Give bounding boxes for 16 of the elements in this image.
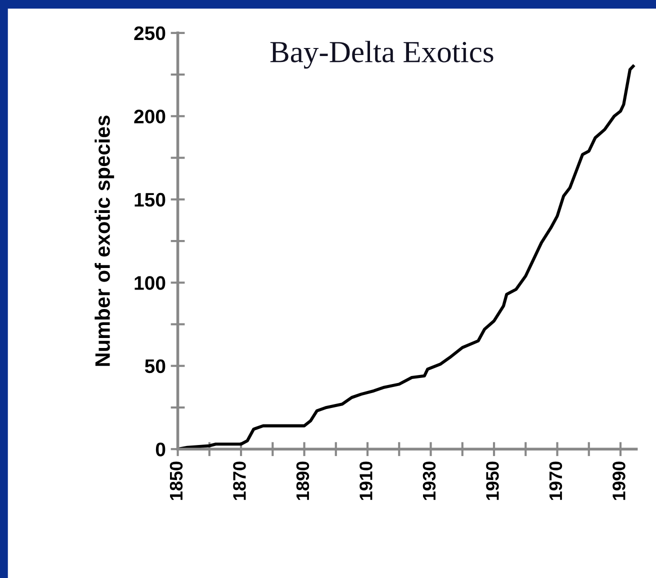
y-tick-label: 0	[156, 442, 166, 456]
x-tick-label: 1990	[612, 462, 626, 500]
y-tick-label: 50	[144, 359, 166, 374]
x-tick-label: 1890	[296, 462, 310, 500]
y-tick-label: 150	[134, 192, 166, 207]
y-tick-label: 250	[134, 26, 166, 40]
y-axis-title: Number of exotic species	[94, 116, 114, 366]
x-tick-label: 1930	[422, 462, 436, 500]
y-tick-label: 200	[134, 110, 166, 124]
x-tick-label: 1850	[170, 462, 183, 500]
x-tick-label: 1910	[360, 462, 372, 500]
x-tick-label: 1970	[549, 462, 562, 500]
y-tick-label: 100	[134, 276, 166, 290]
x-tick-label: 1950	[486, 462, 499, 500]
chart-title: Bay-Delta Exotics	[270, 40, 494, 69]
x-tick-label: 1870	[233, 462, 246, 500]
